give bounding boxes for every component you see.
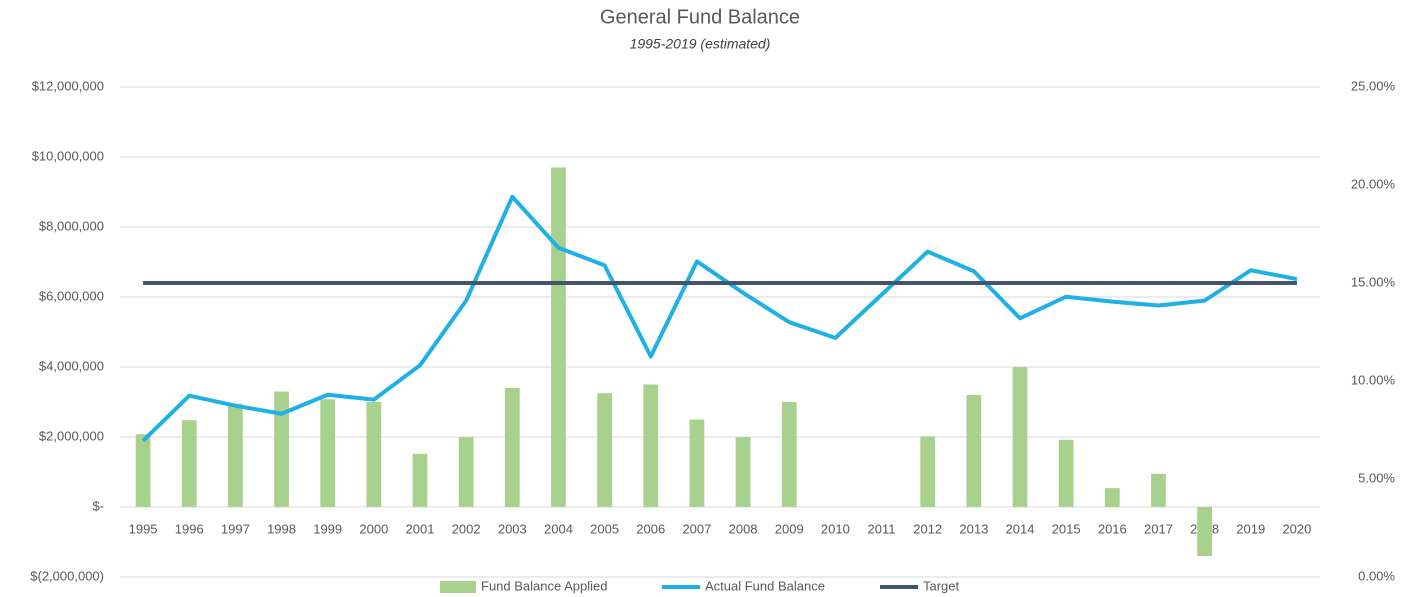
y2-tick-label: 0.00%	[1358, 568, 1395, 583]
bar	[966, 395, 982, 507]
x-tick-label: 2011	[868, 521, 896, 536]
bar	[1104, 488, 1120, 507]
bar	[458, 437, 474, 507]
x-tick-label: 2013	[959, 521, 988, 536]
chart-title: General Fund Balance	[600, 6, 800, 28]
legend-label: Actual Fund Balance	[705, 578, 825, 593]
y-tick-label: $4,000,000	[39, 358, 104, 373]
y-tick-label: $6,000,000	[39, 288, 104, 303]
y2-tick-label: 5.00%	[1358, 470, 1395, 485]
x-tick-label: 2014	[1006, 521, 1035, 536]
bar	[920, 436, 936, 507]
y2-tick-label: 10.00%	[1351, 372, 1396, 387]
bar	[597, 393, 612, 507]
bar	[320, 399, 336, 507]
x-tick-label: 2017	[1144, 521, 1173, 536]
x-tick-label: 2008	[729, 521, 758, 536]
legend-swatch	[440, 581, 476, 593]
y2-tick-label: 15.00%	[1351, 274, 1396, 289]
y-tick-label: $(2,000,000)	[30, 568, 104, 583]
x-tick-label: 1995	[129, 521, 158, 536]
x-tick-label: 1997	[221, 521, 250, 536]
bar	[1058, 439, 1074, 507]
bar	[781, 402, 797, 507]
x-tick-label: 2016	[1098, 521, 1127, 536]
bar	[181, 420, 197, 507]
x-tick-label: 2006	[636, 521, 665, 536]
x-tick-label: 1998	[267, 521, 296, 536]
bar	[643, 384, 659, 507]
x-tick-label: 2015	[1052, 521, 1081, 536]
bar	[228, 403, 243, 507]
bar	[366, 402, 382, 507]
chart-subtitle: 1995-2019 (estimated)	[630, 36, 771, 52]
bar	[689, 419, 705, 507]
x-tick-label: 1996	[175, 521, 204, 536]
x-tick-label: 2009	[775, 521, 804, 536]
bar	[504, 388, 520, 507]
bar	[735, 437, 751, 507]
bar	[135, 434, 151, 507]
x-tick-label: 2019	[1236, 521, 1265, 536]
x-tick-label: 2007	[682, 521, 711, 536]
bar	[274, 391, 289, 507]
legend-label: Target	[923, 578, 960, 593]
y-tick-label: $8,000,000	[39, 218, 104, 233]
x-tick-label: 2012	[913, 521, 942, 536]
x-tick-label: 2004	[544, 521, 573, 536]
y2-tick-label: 20.00%	[1351, 176, 1396, 191]
x-tick-label: 2003	[498, 521, 527, 536]
x-tick-label: 2020	[1282, 521, 1311, 536]
bar	[1151, 473, 1166, 507]
y-tick-label: $12,000,000	[32, 78, 104, 93]
y-tick-label: $2,000,000	[39, 428, 104, 443]
bar	[412, 453, 428, 507]
y2-tick-label: 25.00%	[1351, 78, 1396, 93]
x-tick-label: 1999	[313, 521, 342, 536]
bar	[551, 167, 566, 507]
x-tick-label: 2005	[590, 521, 619, 536]
y-tick-label: $10,000,000	[32, 148, 104, 163]
line	[141, 194, 1298, 443]
x-tick-label: 2002	[452, 521, 481, 536]
legend-label: Fund Balance Applied	[481, 578, 607, 593]
bar	[1012, 367, 1028, 507]
y-tick-label: $-	[92, 498, 104, 513]
x-tick-label: 2010	[821, 521, 850, 536]
x-tick-label: 2000	[359, 521, 388, 536]
x-tick-label: 2001	[406, 521, 435, 536]
bar	[1197, 507, 1212, 556]
